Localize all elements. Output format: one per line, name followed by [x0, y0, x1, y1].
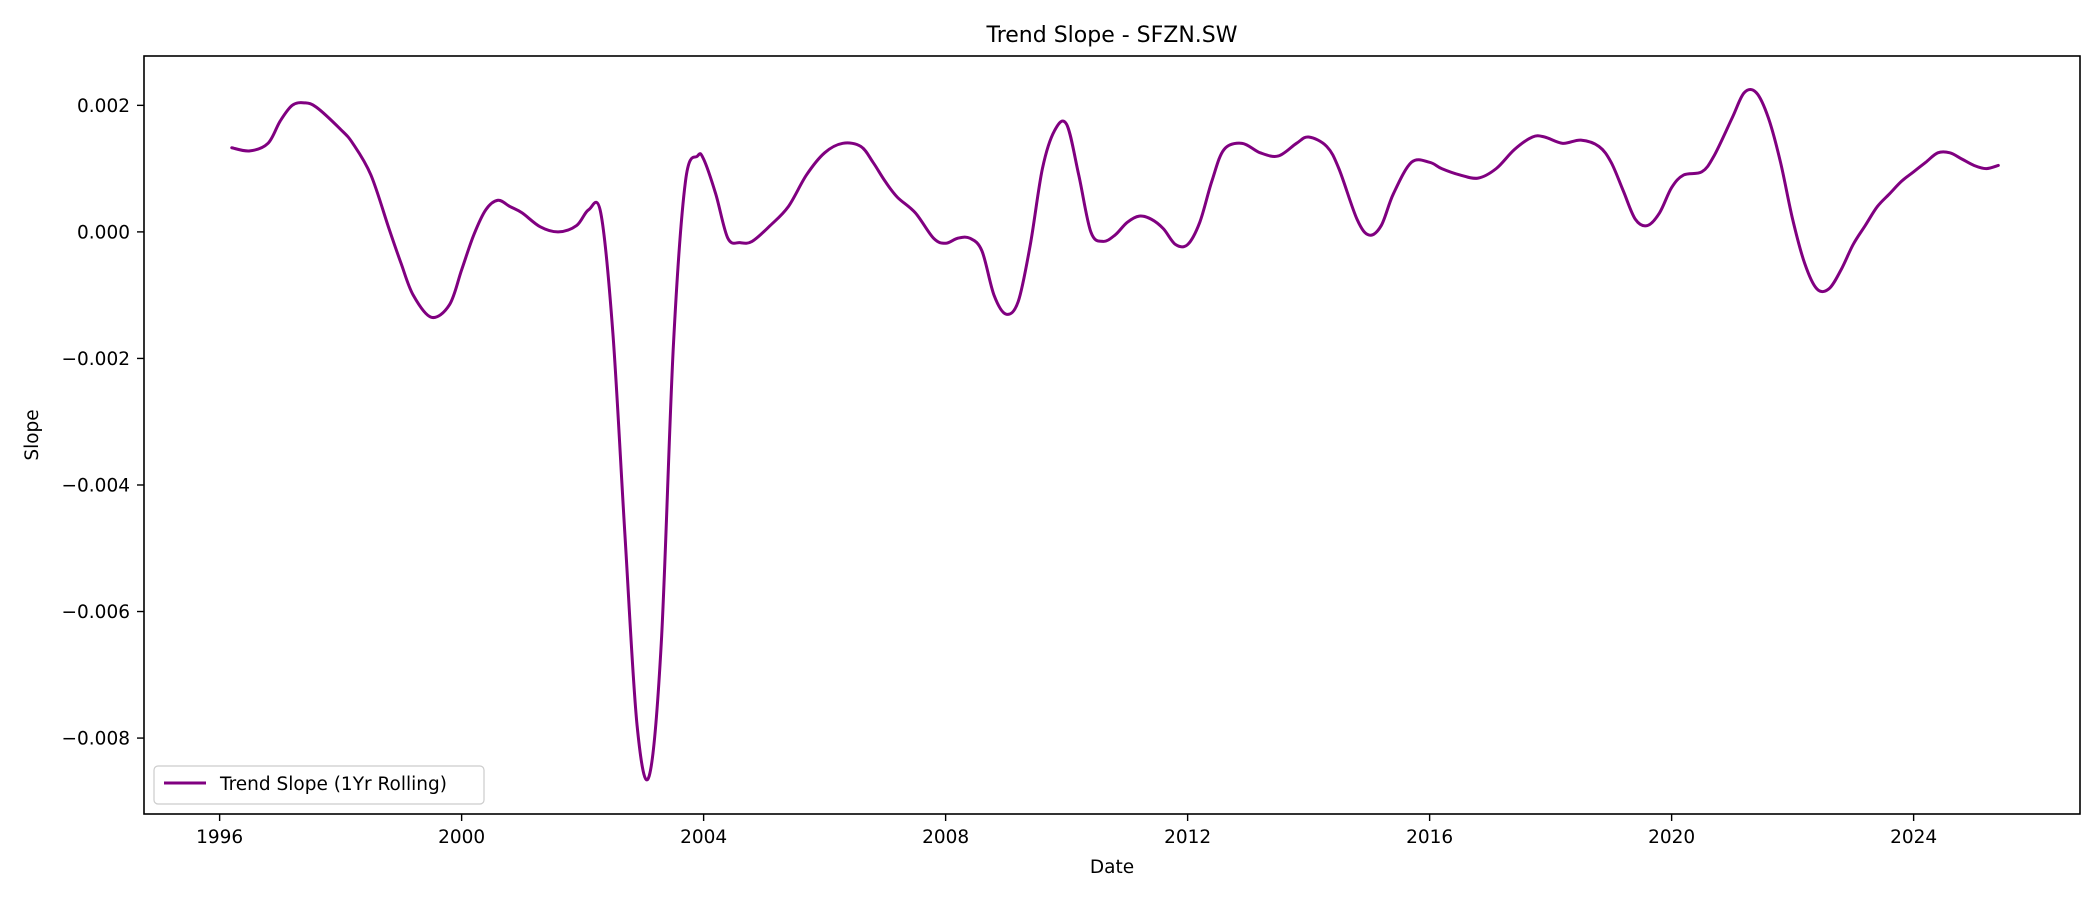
y-axis-ticks: −0.008 −0.006 −0.004 −0.002 0.000 0.002: [62, 96, 144, 750]
x-tick-label: 1996: [196, 827, 243, 848]
x-axis-label: Date: [1090, 857, 1134, 878]
x-tick-label: 2024: [1890, 827, 1937, 848]
y-tick-label: −0.004: [62, 475, 130, 496]
y-tick-label: −0.006: [62, 602, 130, 623]
y-tick-label: 0.002: [77, 96, 130, 117]
x-tick-label: 2008: [922, 827, 969, 848]
x-tick-label: 2004: [680, 827, 727, 848]
y-tick-label: −0.008: [62, 729, 130, 750]
x-tick-label: 2012: [1164, 827, 1211, 848]
y-axis-label: Slope: [22, 409, 43, 460]
chart-title: Trend Slope - SFZN.SW: [985, 23, 1237, 48]
x-tick-label: 2020: [1648, 827, 1695, 848]
legend-label: Trend Slope (1Yr Rolling): [219, 774, 447, 795]
legend-box: [153, 765, 485, 805]
y-tick-label: −0.002: [62, 349, 130, 370]
x-tick-label: 2016: [1406, 827, 1453, 848]
x-axis-ticks: 1996 2000 2004 2008 2012 2016 2020 2024: [196, 814, 1937, 848]
y-tick-label: 0.000: [77, 222, 130, 243]
x-tick-label: 2000: [438, 827, 485, 848]
legend: Trend Slope (1Yr Rolling): [153, 765, 485, 805]
plot-frame: [143, 55, 2081, 815]
trend-slope-line: [230, 88, 2000, 782]
